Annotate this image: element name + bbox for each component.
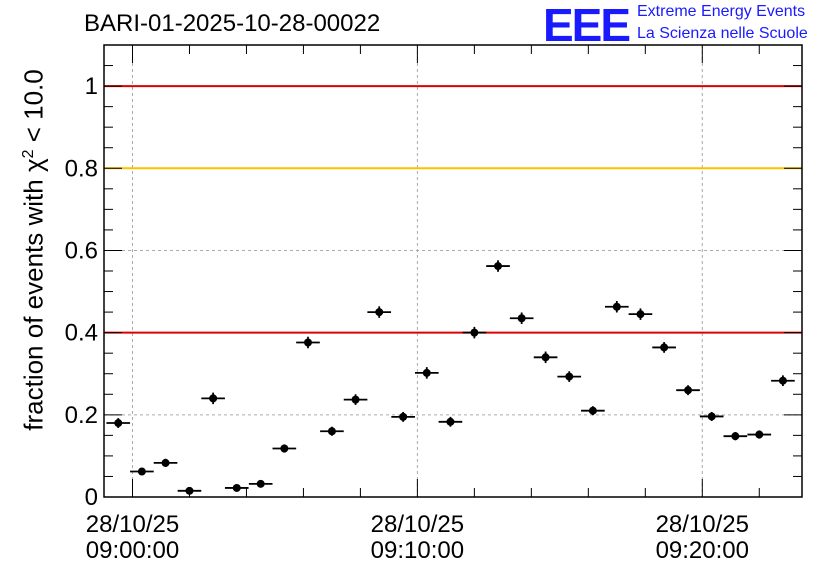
data-point (604, 300, 629, 313)
x-tick-label-date: 28/10/25 (86, 511, 179, 538)
data-point (771, 375, 795, 387)
reference-lines (104, 85, 802, 334)
y-tick-label: 0 (85, 484, 98, 511)
point-marker (114, 419, 123, 428)
point-marker (588, 406, 597, 415)
data-point (272, 444, 297, 453)
data-point (438, 416, 463, 427)
point-marker (209, 394, 218, 403)
point-marker (303, 338, 312, 347)
data-point (533, 351, 558, 364)
point-marker (612, 302, 621, 311)
data-point (201, 392, 225, 405)
point-marker (707, 412, 716, 421)
y-tick-label: 0.2 (65, 402, 98, 429)
point-marker (755, 430, 764, 439)
y-tick-label: 0.4 (65, 320, 98, 347)
x-tick-label-date: 28/10/25 (371, 511, 464, 538)
point-marker (399, 412, 408, 421)
point-marker (351, 395, 360, 404)
data-point (106, 418, 131, 428)
point-marker (778, 376, 787, 385)
data-point (628, 308, 653, 320)
point-marker (470, 328, 479, 337)
data-point (177, 486, 202, 495)
logo-line-1: Extreme Energy Events (637, 3, 806, 20)
data-point (130, 467, 154, 476)
data-point (676, 385, 700, 396)
point-marker (280, 444, 289, 453)
data-point (343, 394, 368, 405)
x-tick-label-time: 09:00:00 (86, 537, 179, 564)
data-point (581, 406, 605, 416)
data-point (391, 411, 415, 422)
point-marker (422, 368, 431, 377)
y-tick-label: 0.6 (65, 237, 98, 264)
point-marker (327, 427, 336, 436)
data-point (486, 260, 510, 272)
x-tick-label-time: 09:10:00 (371, 537, 464, 564)
x-tick-label-date: 28/10/25 (656, 511, 749, 538)
point-marker (494, 262, 503, 271)
point-marker (137, 467, 146, 476)
data-point (153, 458, 178, 468)
data-points (106, 260, 795, 495)
data-point (248, 479, 273, 488)
axis-ticks: 00.20.40.60.8128/10/2509:00:0028/10/2509… (65, 44, 802, 564)
data-point (557, 371, 582, 382)
point-marker (660, 343, 669, 352)
eee-logo: EEE (543, 0, 631, 51)
point-marker (446, 417, 455, 426)
point-marker (256, 479, 265, 488)
point-marker (161, 458, 170, 467)
y-tick-label: 1 (85, 73, 98, 100)
y-tick-label: 0.8 (65, 155, 98, 182)
point-marker (185, 486, 194, 495)
data-point (747, 430, 772, 439)
data-point (296, 336, 320, 349)
point-marker (565, 372, 574, 381)
plot-frame (103, 44, 803, 498)
point-marker (541, 353, 550, 362)
data-point (414, 367, 439, 379)
grid-layer (104, 45, 802, 497)
data-point (652, 342, 676, 353)
data-point (462, 326, 487, 339)
point-marker (375, 308, 384, 317)
chart-title: BARI-01-2025-10-28-00022 (84, 10, 381, 37)
logo-line-2: La Scienza nelle Scuole (637, 25, 808, 42)
data-point (723, 432, 748, 441)
point-marker (636, 310, 645, 319)
data-point (367, 306, 392, 318)
data-point (224, 483, 249, 492)
x-tick-label-time: 09:20:00 (656, 537, 749, 564)
point-marker (517, 314, 526, 323)
point-marker (232, 483, 241, 492)
data-point (699, 411, 724, 421)
data-point (320, 426, 344, 436)
point-marker (731, 432, 740, 441)
data-point (509, 312, 534, 325)
point-marker (684, 386, 693, 395)
